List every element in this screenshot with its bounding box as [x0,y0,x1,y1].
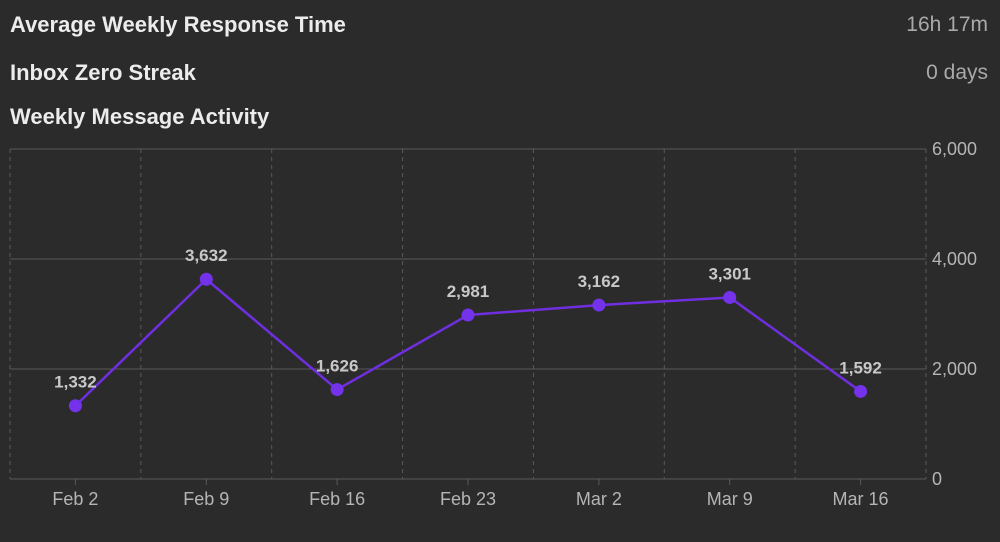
response-time-value: 16h 17m [906,13,988,36]
data-label: 3,632 [185,246,228,265]
data-label: 1,592 [839,358,882,377]
x-tick-label: Feb 16 [309,489,365,509]
y-tick-label: 0 [932,469,942,489]
data-label: 1,332 [54,373,97,392]
x-tick-label: Feb 23 [440,489,496,509]
data-label: 3,162 [578,272,621,291]
y-tick-label: 6,000 [932,139,977,159]
data-point [199,272,213,286]
inbox-zero-streak-label: Inbox Zero Streak [10,60,196,85]
data-point [723,290,737,304]
x-tick-label: Feb 9 [183,489,229,509]
data-point [330,383,344,397]
x-tick-label: Mar 16 [833,489,889,509]
y-tick-label: 2,000 [932,359,977,379]
data-label: 3,301 [708,264,751,283]
response-time-row: Average Weekly Response Time 16h 17m [10,10,988,40]
data-point [854,384,868,398]
x-tick-label: Feb 2 [52,489,98,509]
chart-title: Weekly Message Activity [10,104,270,129]
response-time-label: Average Weekly Response Time [10,12,346,37]
data-label: 2,981 [447,282,490,301]
inbox-zero-streak-row: Inbox Zero Streak 0 days [10,58,988,88]
data-point [68,399,82,413]
inbox-zero-streak-value: 0 days [926,61,988,84]
x-tick-label: Mar 2 [576,489,622,509]
x-tick-label: Mar 9 [707,489,753,509]
y-tick-label: 4,000 [932,249,977,269]
data-label: 1,626 [316,357,359,376]
data-point [461,308,475,322]
data-point [592,298,606,312]
